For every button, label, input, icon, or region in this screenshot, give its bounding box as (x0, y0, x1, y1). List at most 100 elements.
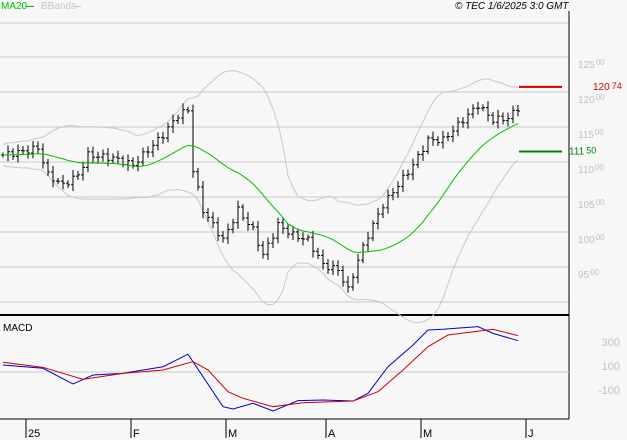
price-tick-label-decimals: 00 (590, 268, 599, 277)
price-bar (266, 237, 270, 261)
macd-series-signal (2, 328, 519, 408)
bband-lower (2, 159, 519, 324)
price-bar (161, 131, 165, 144)
price-bar (236, 200, 240, 229)
price-bar (251, 221, 255, 231)
price-bar (471, 104, 475, 119)
price-tick-label: 125 (578, 60, 595, 71)
price-bar (281, 217, 285, 234)
price-bar (381, 203, 385, 219)
ma20-line (2, 123, 519, 253)
price-bar (11, 148, 15, 160)
price-bar (296, 228, 300, 242)
price-tick-label-decimals: 00 (596, 93, 605, 102)
price-bar (16, 144, 20, 163)
price-bar (291, 225, 295, 241)
price-bar (126, 154, 130, 171)
legend-bbands: BBands (41, 1, 77, 12)
price-bar (436, 136, 440, 147)
price-bar (116, 150, 120, 165)
macd-series-macd (2, 326, 519, 412)
bband-upper (2, 70, 519, 206)
macd-tick-label: -100 (598, 385, 620, 397)
price-tick-label: 105 (578, 200, 595, 211)
price-bar (416, 151, 420, 169)
price-bar (226, 223, 230, 244)
price-bar (316, 247, 320, 260)
price-bar (496, 109, 500, 129)
price-bar (406, 169, 410, 180)
macd-tick-label: 100 (602, 361, 620, 373)
price-bar (491, 112, 495, 126)
price-bar (351, 273, 355, 291)
price-tick-label-decimals: 00 (596, 58, 605, 67)
price-bar (66, 180, 70, 188)
price-bar (391, 187, 395, 201)
price-bar (306, 234, 310, 242)
price-bar (376, 207, 380, 230)
price-bar (466, 108, 470, 129)
price-bar (46, 158, 50, 177)
price-bar (241, 204, 245, 221)
x-tick-label: A (328, 428, 336, 440)
copyright-timestamp: © TEC 1/6/2025 3:0 GMT (455, 1, 569, 12)
price-bar (31, 141, 35, 159)
price-bar (486, 101, 490, 122)
price-bar (501, 112, 505, 125)
price-bar (136, 156, 140, 172)
price-bar (481, 104, 485, 112)
price-bar (426, 135, 430, 155)
price-bar (256, 220, 260, 252)
price-bar (41, 143, 45, 169)
price-bar (151, 140, 155, 158)
price-bar (286, 224, 290, 239)
price-bar (331, 260, 335, 276)
price-tick-label: 115 (578, 130, 594, 141)
price-bar (341, 265, 345, 287)
x-tick-label: M (228, 428, 237, 440)
price-tick-label: 110 (578, 165, 594, 176)
price-tick-label: 95 (578, 270, 590, 281)
price-bar (356, 254, 360, 284)
price-bar (86, 147, 90, 173)
x-tick-label: J (528, 428, 534, 440)
price-bar (201, 180, 205, 219)
price-tick-label-decimals: 00 (596, 198, 605, 207)
price-bar (81, 161, 85, 181)
ma-last-label-decimals: 50 (586, 146, 596, 156)
price-bar (326, 259, 330, 275)
macd-tick-label: 300 (602, 337, 620, 349)
ma-last-label: 111 (569, 147, 585, 158)
price-tick-label-decimals: 00 (595, 163, 604, 172)
price-bar (181, 103, 185, 125)
legend-ma20: MA20 (1, 1, 28, 12)
price-bar (246, 211, 250, 231)
price-bar (36, 141, 40, 155)
price-bar (336, 260, 340, 276)
price-bar (221, 230, 225, 243)
price-bar (461, 117, 465, 128)
legend-bbands-swatch (73, 6, 81, 7)
price-bar (386, 189, 390, 214)
x-tick-label: F (133, 428, 140, 440)
price-bar (516, 105, 520, 117)
price-bar (166, 122, 170, 143)
price-bar (51, 165, 55, 188)
price-bar (186, 106, 190, 114)
price-bar (71, 169, 75, 192)
price-bar (191, 104, 195, 178)
macd-title: MACD (3, 323, 32, 334)
price-bar (146, 146, 150, 158)
price-bar (446, 132, 450, 142)
price-tick-label-decimals: 00 (595, 128, 604, 137)
price-bar (366, 231, 370, 252)
price-bar (176, 114, 180, 124)
price-bar (401, 169, 405, 193)
price-tick-label-decimals: 00 (596, 233, 605, 242)
price-bar (476, 101, 480, 115)
price-bar (506, 112, 510, 127)
x-tick-label: 25 (28, 428, 40, 440)
price-tick-label: 100 (578, 235, 595, 246)
